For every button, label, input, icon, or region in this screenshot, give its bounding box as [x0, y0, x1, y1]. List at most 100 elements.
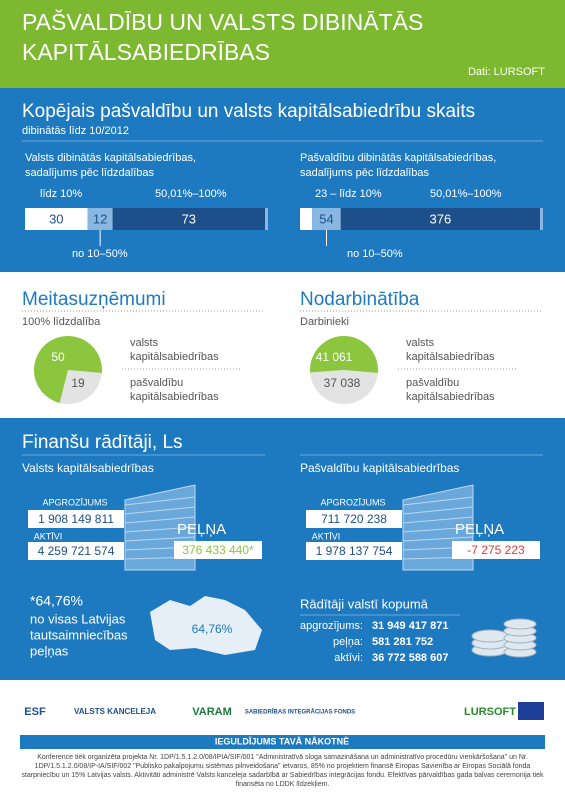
total-label: apgrozījums: [300, 620, 363, 632]
pie-label: kapitālsabiedrības [406, 391, 495, 403]
pie-label: kapitālsabiedrības [130, 391, 219, 403]
logo: SABIEDRĪBAS INTEGRĀCIJAS FONDS [245, 709, 355, 716]
note: *64,76% [30, 593, 83, 609]
footer-text: Konference tiek organizēta projekta Nr. … [21, 754, 544, 788]
building-line [402, 536, 474, 542]
value-box [174, 541, 262, 559]
pie-value: 19 [71, 376, 85, 390]
bar-segment [312, 208, 341, 230]
total-label: aktīvi: [334, 652, 363, 664]
slogan-bar [20, 735, 545, 749]
value-box [306, 542, 402, 560]
bar-segment [112, 208, 265, 230]
bar-value: 12 [93, 211, 107, 226]
bar-subtitle: Valsts dibinātās kapitālsabiedrības, [25, 152, 196, 164]
total-value: 31 949 417 871 [372, 620, 448, 632]
total-value: 36 772 588 607 [372, 652, 448, 664]
bar-label: 50,01%–100% [155, 188, 227, 200]
heading: Kopējais pašvaldību un valsts kapitālsab… [22, 101, 475, 122]
bar-value: 376 [430, 211, 452, 226]
total-value: 581 281 752 [372, 636, 433, 648]
fin-label: PEĻŅA [177, 521, 226, 538]
value-box [28, 542, 124, 560]
value-box [452, 541, 540, 559]
totals-title: Rādītāji valstī kopumā [300, 596, 429, 611]
pie-slice [34, 336, 103, 403]
pie-value: 37 038 [324, 376, 361, 390]
bar-subtitle: sadalījums pēc līdzdalības [25, 167, 155, 179]
note: peļņas [30, 643, 69, 658]
logo: ESF [24, 706, 46, 718]
map-label: 64,76% [192, 622, 233, 636]
heading: Meitasuzņēmumi [22, 289, 166, 310]
subheading: dibinātās līdz 10/2012 [22, 125, 129, 137]
heading: Nodarbinātība [300, 289, 420, 310]
pie-slice [309, 335, 378, 373]
bar-value: 73 [182, 211, 196, 226]
pie-value: 41 061 [316, 350, 353, 364]
fin-label: PEĻŅA [455, 521, 504, 538]
bar-label: no 10–50% [72, 248, 128, 260]
building-line [124, 536, 196, 542]
subheading: Darbinieki [300, 316, 349, 328]
subheading: Pašvaldību kapitālsabiedrības [300, 461, 459, 475]
title: PAŠVALDĪBU UN VALSTS DIBINĀTĀS [22, 8, 423, 35]
fin-label: AKTĪVI [312, 531, 341, 541]
building-line [402, 516, 474, 524]
fin-label: AKTĪVI [34, 531, 63, 541]
building-line [402, 506, 474, 515]
value-box [28, 510, 124, 528]
total-label: peļņa: [333, 636, 363, 648]
bar-label: 50,01%–100% [430, 188, 502, 200]
eu-flag [518, 702, 544, 720]
heading: Finanšu rādītāji, Ls [22, 432, 183, 453]
bar-segment [87, 208, 113, 230]
building-line [124, 516, 196, 524]
pie-label: pašvaldību [130, 377, 183, 389]
fin-value: 711 720 238 [321, 512, 387, 526]
note: no visas Latvijas [30, 611, 126, 626]
coins [471, 618, 537, 658]
pie-label: valsts [406, 337, 435, 349]
bar-cap [540, 208, 543, 230]
building-line [124, 506, 196, 515]
bar-value: 54 [319, 211, 333, 226]
pie-label: valsts [130, 337, 159, 349]
bar-segment [300, 208, 313, 230]
title: KAPITĀLSABIEDRĪBAS [22, 39, 270, 65]
fin-value: 4 259 721 574 [38, 544, 115, 558]
bar-label: līdz 10% [40, 188, 82, 200]
bar-cap [265, 208, 268, 230]
bar-label: no 10–50% [347, 248, 403, 260]
header-bg [0, 0, 565, 88]
fin-label: APGROZĪJUMS [320, 497, 385, 507]
logo: VALSTS KANCELEJA [74, 707, 156, 716]
bar-segment [340, 208, 540, 230]
section-bg [0, 272, 565, 418]
building-line [402, 496, 474, 506]
note: tautsaimniecības [30, 627, 128, 642]
fin-label: APGROZĪJUMS [42, 497, 107, 507]
pie-slice [310, 370, 378, 404]
section-bg [0, 88, 565, 272]
map [150, 596, 262, 655]
building-line [124, 526, 196, 533]
subheading: Valsts kapitālsabiedrības [22, 461, 154, 475]
subheading: 100% līdzdalība [22, 316, 101, 328]
fin-value: 376 433 440* [182, 543, 254, 557]
pie-slice [59, 370, 102, 404]
fin-value: 1 978 137 754 [316, 544, 393, 558]
bar-subtitle: Pašvaldību dibinātās kapitālsabiedrības, [300, 152, 496, 164]
pie-value: 50 [51, 350, 65, 364]
pie-label: kapitālsabiedrības [406, 351, 495, 363]
slogan: IEGULDĪJUMS TAVĀ NĀKOTNĒ [215, 736, 349, 746]
value-box [306, 510, 402, 528]
building-line [402, 526, 474, 533]
source: Dati: LURSOFT [468, 66, 545, 78]
bar-label: 23 – līdz 10% [315, 188, 382, 200]
bar-value: 30 [49, 211, 63, 226]
pie-label: pašvaldību [406, 377, 459, 389]
fin-value: -7 275 223 [467, 543, 525, 557]
